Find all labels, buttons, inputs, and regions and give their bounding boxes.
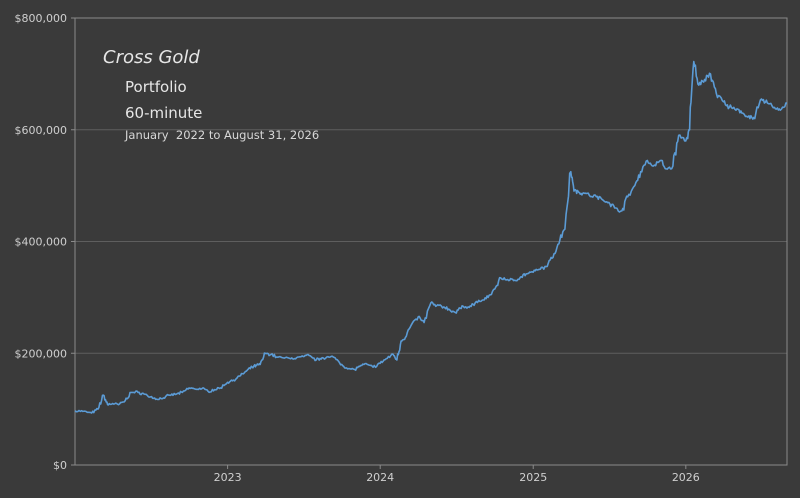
series-line (74, 60, 788, 414)
y-tick-label: $0 (53, 459, 67, 472)
chart-title: Cross Gold (103, 47, 200, 68)
chart-titles: Cross Gold Portfolio 60-minute January 2… (103, 47, 319, 142)
tick-labels: $0 $200,000 $400,000 $600,000 $800,000 2023 20… (15, 12, 700, 484)
x-tick-label: 2023 (214, 471, 242, 484)
chart-interval: 60-minute (125, 104, 202, 122)
axes (71, 17, 788, 469)
chart-date-range: January 2022 to August 31, 2026 (124, 128, 319, 142)
y-tick-label: $400,000 (15, 236, 68, 249)
plot-frame (74, 17, 788, 466)
y-tick-label: $800,000 (15, 12, 68, 25)
chart-subtitle: Portfolio (125, 78, 187, 96)
y-tick-label: $600,000 (15, 124, 68, 137)
grid (75, 129, 787, 354)
y-tick-label: $200,000 (15, 347, 68, 360)
x-tick-label: 2026 (672, 471, 700, 484)
x-tick-label: 2025 (519, 471, 547, 484)
x-tick-label: 2024 (366, 471, 394, 484)
